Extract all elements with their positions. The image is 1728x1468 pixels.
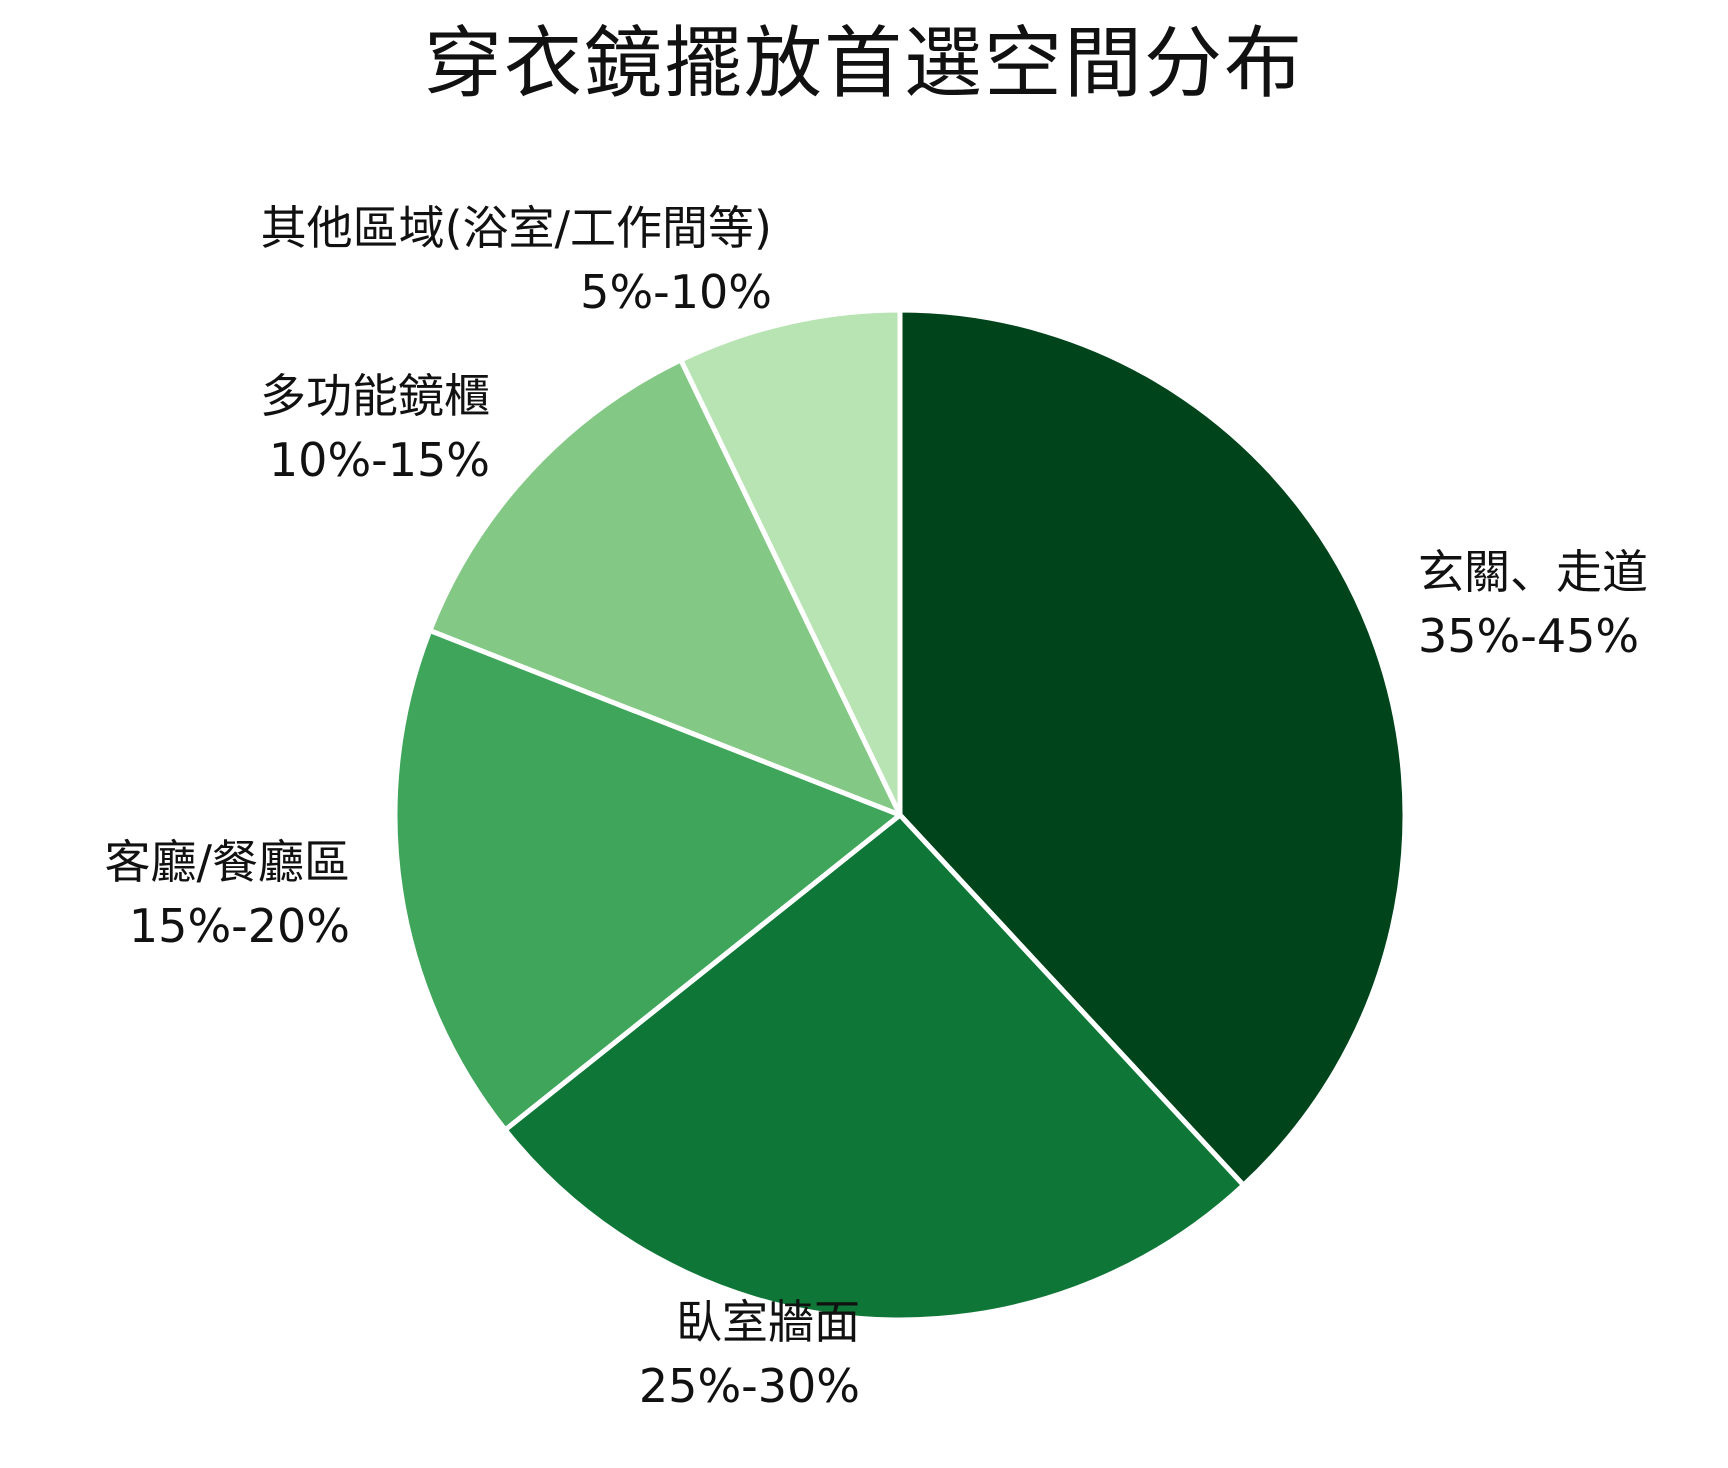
- slice-range: 35%-45%: [1418, 609, 1640, 664]
- slice-name: 其他區域(浴室/工作間等): [260, 201, 772, 255]
- slice-multifunction-cabinet: [427, 357, 903, 818]
- label-bedroom-wall: 臥室牆面 25%-30%: [560, 1290, 860, 1419]
- slice-range: 10%-15%: [268, 433, 490, 488]
- slice-name: 臥室牆面: [676, 1295, 860, 1349]
- label-living-dining: 客廳/餐廳區 15%-20%: [20, 830, 351, 959]
- label-multifunction-cabinet: 多功能鏡櫃 10%-15%: [180, 364, 490, 493]
- slice-name: 玄關、走道: [1418, 545, 1648, 599]
- slice-range: 5%-10%: [580, 265, 772, 320]
- slice-range: 25%-30%: [638, 1359, 860, 1414]
- pie-slices: [392, 307, 1408, 1323]
- label-entrance-hallway: 玄關、走道 35%-45%: [1418, 540, 1648, 669]
- slice-bedroom-wall: [502, 812, 1246, 1323]
- chart-title: 穿衣鏡擺放首選空間分布: [423, 19, 1304, 109]
- slice-other-areas: [678, 307, 903, 818]
- slice-name: 多功能鏡櫃: [260, 369, 490, 423]
- slice-entrance-hallway: [897, 307, 1408, 1188]
- label-other-areas: 其他區域(浴室/工作間等) 5%-10%: [110, 196, 772, 325]
- slice-name: 客廳/餐廳區: [104, 835, 351, 889]
- slice-living-dining: [392, 628, 903, 1133]
- slice-range: 15%-20%: [128, 899, 350, 954]
